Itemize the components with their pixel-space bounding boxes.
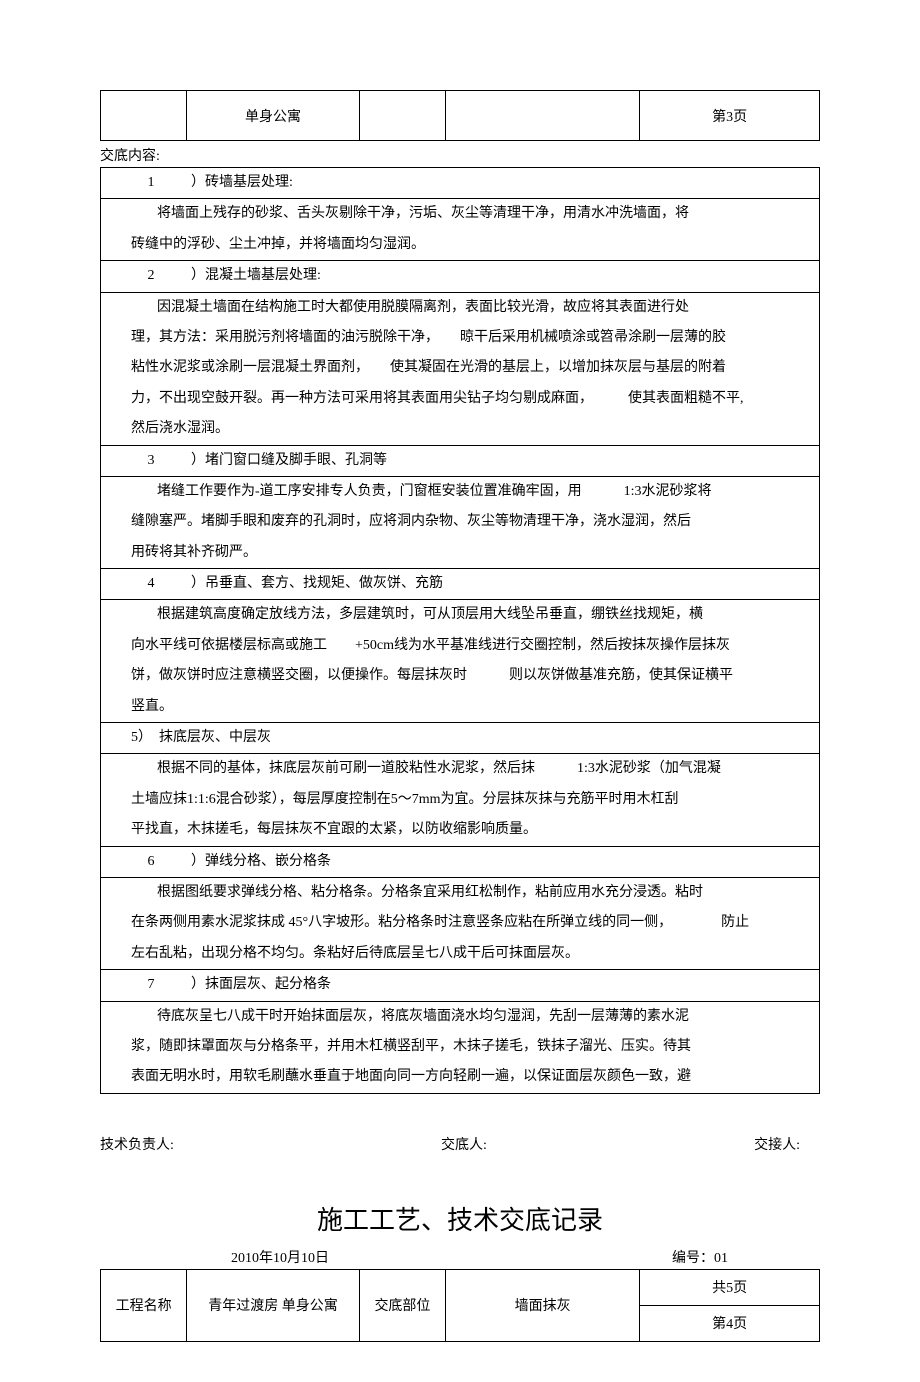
section-line: 待底灰呈七八成干时开始抹面层灰，将底灰墙面浇水均匀湿润，先刮一层薄薄的素水泥 bbox=[101, 1001, 820, 1032]
section-line: 堵缝工作要作为-道工序安排专人负责，门窗框安装位置准确牢固，用 1:3水泥砂浆将 bbox=[101, 476, 820, 507]
content-table: 1）砖墙基层处理:将墙面上残存的砂浆、舌头灰剔除干净，污垢、灰尘等清理干净，用清… bbox=[100, 167, 820, 1094]
ft-r1c5a: 共5页 bbox=[640, 1269, 820, 1305]
page2-title: 施工工艺、技术交底记录 bbox=[100, 1184, 820, 1247]
section-line: 向水平线可依据楼层标高或施工 +50cm线为水平基准线进行交圈控制，然后按抹灰操… bbox=[101, 631, 820, 661]
section-line: 力，不出现空鼓开裂。再一种方法可采用将其表面用尖钻子均匀剔成麻面， 使其表面粗糙… bbox=[101, 384, 820, 414]
section-line: 表面无明水时，用软毛刷蘸水垂直于地面向同一方向轻刷一遍，以保证面层灰颜色一致，避 bbox=[101, 1062, 820, 1093]
header-table: 单身公寓 第3页 bbox=[100, 90, 820, 141]
section-line: 然后浇水湿润。 bbox=[101, 414, 820, 445]
section-line: 将墙面上残存的砂浆、舌头灰剔除干净，污垢、灰尘等清理干净，用清水冲洗墙面，将 bbox=[101, 199, 820, 230]
receive-label: 交接人: bbox=[754, 1134, 800, 1154]
section-line: 左右乱粘，出现分格不均匀。条粘好后待底层呈七八成干后可抹面层灰。 bbox=[101, 939, 820, 970]
disclose-label: 交底人: bbox=[441, 1134, 487, 1154]
page2-code: 编号：01 bbox=[460, 1247, 820, 1267]
section-line: 因混凝土墙面在结构施工时大都使用脱膜隔离剂，表面比较光滑，故应将其表面进行处 bbox=[101, 292, 820, 323]
section-line: 土墙应抹1:1:6混合砂浆），每层厚度控制在5～7mm为宜。分层抹灰抹与充筋平时… bbox=[101, 785, 820, 815]
section-heading: 7）抹面层灰、起分格条 bbox=[101, 970, 820, 1001]
section-line: 根据建筑高度确定放线方法，多层建筑时，可从顶层用大线坠吊垂直，绷铁丝找规矩，横 bbox=[101, 600, 820, 631]
section-line: 砖缝中的浮砂、尘土冲掉，并将墙面均匀湿润。 bbox=[101, 230, 820, 261]
tech-lead-label: 技术负责人: bbox=[100, 1134, 174, 1154]
section-heading: 5） 抹底层灰、中层灰 bbox=[101, 723, 820, 754]
section-line: 用砖将其补齐砌严。 bbox=[101, 538, 820, 569]
ft-r1c5b: 第4页 bbox=[640, 1305, 820, 1341]
section-line: 粘性水泥浆或涂刷一层混凝土界面剂， 使其凝固在光滑的基层上，以增加抹灰层与基层的… bbox=[101, 353, 820, 383]
page2-date: 2010年10月10日 bbox=[100, 1247, 460, 1267]
section-line: 饼，做灰饼时应注意横竖交圈，以便操作。每层抹灰时 则以灰饼做基准充筋，使其保证横… bbox=[101, 661, 820, 691]
section-line: 竖直。 bbox=[101, 692, 820, 723]
section-line: 理，其方法：采用脱污剂将墙面的油污脱除干净， 晾干后采用机械喷涂或笤帚涂刷一层薄… bbox=[101, 323, 820, 353]
section-line: 平找直，木抹搓毛，每层抹灰不宜跟的太紧，以防收缩影响质量。 bbox=[101, 815, 820, 846]
signature-row: 技术负责人: 交底人: 交接人: bbox=[100, 1094, 820, 1184]
section-line: 浆，随即抹罩面灰与分格条平，并用木杠横竖刮平，木抹子搓毛，铁抹子溜光、压实。待其 bbox=[101, 1032, 820, 1062]
section-line: 根据图纸要求弹线分格、粘分格条。分格条宜采用红松制作，粘前应用水充分浸透。粘时 bbox=[101, 877, 820, 908]
content-label: 交底内容: bbox=[100, 141, 820, 167]
footer-table: 工程名称 青年过渡房 单身公寓 交底部位 墙面抹灰 共5页 第4页 bbox=[100, 1269, 820, 1342]
ft-r1c3: 交底部位 bbox=[359, 1269, 445, 1341]
header-col2: 单身公寓 bbox=[187, 91, 360, 141]
section-heading: 6）弹线分格、嵌分格条 bbox=[101, 846, 820, 877]
header-page: 第3页 bbox=[640, 91, 820, 141]
ft-r1c2: 青年过渡房 单身公寓 bbox=[187, 1269, 360, 1341]
section-line: 在条两侧用素水泥浆抹成 45°八字坡形。粘分格条时注意竖条应粘在所弹立线的同一侧… bbox=[101, 908, 820, 938]
section-heading: 4）吊垂直、套方、找规矩、做灰饼、充筋 bbox=[101, 569, 820, 600]
ft-r1c4: 墙面抹灰 bbox=[446, 1269, 640, 1341]
section-line: 缝隙塞严。堵脚手眼和废弃的孔洞时，应将洞内杂物、灰尘等物清理干净，浇水湿润，然后 bbox=[101, 507, 820, 537]
page2-meta: 2010年10月10日 编号：01 bbox=[100, 1247, 820, 1269]
section-heading: 1）砖墙基层处理: bbox=[101, 168, 820, 199]
section-heading: 2）混凝土墙基层处理: bbox=[101, 261, 820, 292]
section-line: 根据不同的基体，抹底层灰前可刷一道胶粘性水泥浆，然后抹 1:3水泥砂浆（加气混凝 bbox=[101, 754, 820, 785]
ft-r1c1: 工程名称 bbox=[101, 1269, 187, 1341]
section-heading: 3）堵门窗口缝及脚手眼、孔洞等 bbox=[101, 445, 820, 476]
